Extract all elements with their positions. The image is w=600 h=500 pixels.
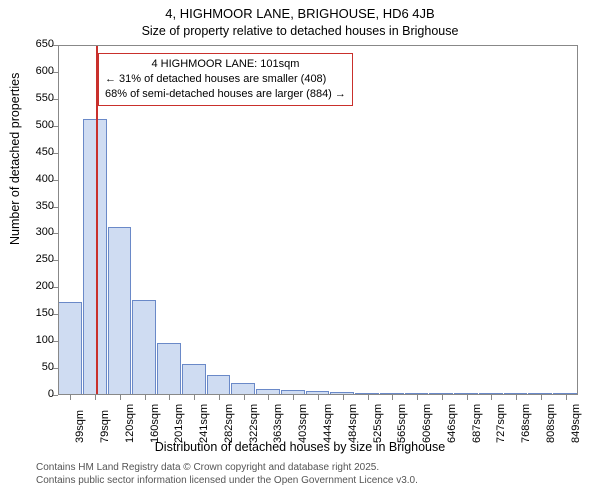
- footer-line-2: Contains public sector information licen…: [36, 475, 418, 486]
- ytick-label: 100: [24, 334, 54, 346]
- ytick-label: 250: [24, 253, 54, 265]
- xtick-mark: [566, 395, 567, 400]
- ytick-label: 0: [24, 388, 54, 400]
- xtick-mark: [417, 395, 418, 400]
- ytick-mark: [53, 72, 58, 73]
- ytick-label: 200: [24, 280, 54, 292]
- xtick-mark: [120, 395, 121, 400]
- ytick-mark: [53, 260, 58, 261]
- xtick-label: 201sqm: [173, 404, 185, 443]
- xtick-label: 241sqm: [198, 404, 210, 443]
- xtick-label: 484sqm: [347, 404, 359, 443]
- footer-line-1: Contains HM Land Registry data © Crown c…: [36, 462, 379, 473]
- ytick-mark: [53, 207, 58, 208]
- xtick-mark: [268, 395, 269, 400]
- xtick-mark: [169, 395, 170, 400]
- chart-subtitle: Size of property relative to detached ho…: [0, 24, 600, 38]
- xtick-label: 322sqm: [248, 404, 260, 443]
- ytick-mark: [53, 45, 58, 46]
- xtick-mark: [293, 395, 294, 400]
- ytick-label: 600: [24, 65, 54, 77]
- ytick-mark: [53, 368, 58, 369]
- chart-container: 4, HIGHMOOR LANE, BRIGHOUSE, HD6 4JB Siz…: [0, 0, 600, 500]
- xtick-label: 403sqm: [297, 404, 309, 443]
- ytick-label: 450: [24, 146, 54, 158]
- xtick-mark: [491, 395, 492, 400]
- ytick-mark: [53, 180, 58, 181]
- ytick-label: 150: [24, 307, 54, 319]
- xtick-mark: [70, 395, 71, 400]
- xtick-mark: [95, 395, 96, 400]
- ytick-mark: [53, 233, 58, 234]
- xtick-mark: [541, 395, 542, 400]
- xtick-mark: [516, 395, 517, 400]
- x-axis-label: Distribution of detached houses by size …: [0, 440, 600, 454]
- ytick-label: 350: [24, 200, 54, 212]
- xtick-label: 606sqm: [421, 404, 433, 443]
- ytick-mark: [53, 99, 58, 100]
- xtick-label: 687sqm: [471, 404, 483, 443]
- xtick-label: 849sqm: [570, 404, 582, 443]
- xtick-label: 444sqm: [322, 404, 334, 443]
- xtick-mark: [145, 395, 146, 400]
- plot-area: 4 HIGHMOOR LANE: 101sqm← 31% of detached…: [58, 45, 578, 395]
- ytick-label: 550: [24, 92, 54, 104]
- xtick-label: 525sqm: [372, 404, 384, 443]
- xtick-mark: [194, 395, 195, 400]
- ytick-mark: [53, 395, 58, 396]
- ytick-label: 500: [24, 119, 54, 131]
- xtick-label: 768sqm: [520, 404, 532, 443]
- y-axis-label: Number of detached properties: [8, 73, 22, 245]
- xtick-label: 363sqm: [272, 404, 284, 443]
- xtick-label: 282sqm: [223, 404, 235, 443]
- plot-border: [58, 45, 578, 395]
- xtick-label: 79sqm: [99, 410, 111, 443]
- xtick-mark: [318, 395, 319, 400]
- ytick-mark: [53, 153, 58, 154]
- xtick-mark: [442, 395, 443, 400]
- ytick-mark: [53, 341, 58, 342]
- xtick-label: 160sqm: [149, 404, 161, 443]
- ytick-mark: [53, 126, 58, 127]
- xtick-label: 646sqm: [446, 404, 458, 443]
- xtick-label: 565sqm: [396, 404, 408, 443]
- ytick-label: 300: [24, 226, 54, 238]
- xtick-label: 120sqm: [124, 404, 136, 443]
- xtick-mark: [343, 395, 344, 400]
- xtick-mark: [219, 395, 220, 400]
- ytick-label: 650: [24, 38, 54, 50]
- xtick-mark: [368, 395, 369, 400]
- ytick-mark: [53, 287, 58, 288]
- ytick-mark: [53, 314, 58, 315]
- xtick-mark: [467, 395, 468, 400]
- xtick-mark: [392, 395, 393, 400]
- ytick-label: 400: [24, 173, 54, 185]
- xtick-label: 39sqm: [74, 410, 86, 443]
- xtick-mark: [244, 395, 245, 400]
- chart-title: 4, HIGHMOOR LANE, BRIGHOUSE, HD6 4JB: [0, 6, 600, 21]
- ytick-label: 50: [24, 361, 54, 373]
- xtick-label: 808sqm: [545, 404, 557, 443]
- xtick-label: 727sqm: [495, 404, 507, 443]
